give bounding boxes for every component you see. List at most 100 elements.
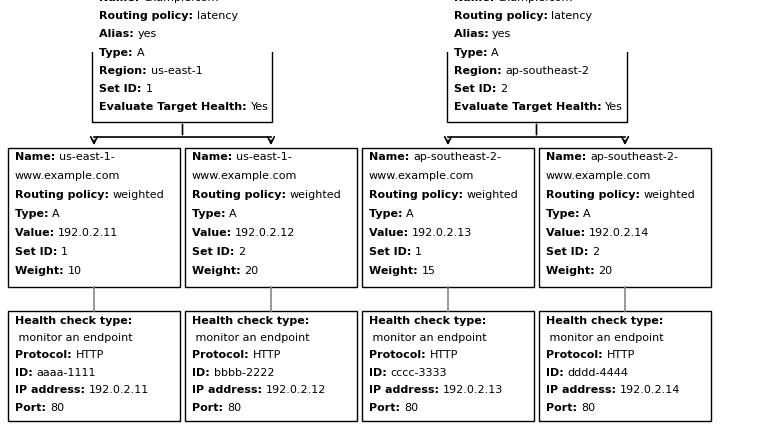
Text: 192.0.2.14: 192.0.2.14 bbox=[620, 385, 680, 395]
Text: A: A bbox=[491, 48, 499, 57]
Text: HTTP: HTTP bbox=[606, 351, 635, 360]
Text: Weight:: Weight: bbox=[546, 266, 599, 276]
Text: Health check type:: Health check type: bbox=[15, 316, 136, 326]
Text: Yes: Yes bbox=[605, 102, 623, 112]
Text: Set ID:: Set ID: bbox=[369, 247, 415, 257]
Text: Type:: Type: bbox=[369, 209, 406, 220]
Text: bbbb-2222: bbbb-2222 bbox=[214, 368, 274, 378]
Text: A: A bbox=[137, 48, 145, 57]
Text: HTTP: HTTP bbox=[76, 351, 104, 360]
Text: 192.0.2.14: 192.0.2.14 bbox=[589, 229, 650, 238]
Text: yes: yes bbox=[138, 29, 158, 39]
Text: weighted: weighted bbox=[644, 190, 696, 200]
Text: Port:: Port: bbox=[15, 403, 50, 413]
Text: Routing policy:: Routing policy: bbox=[15, 190, 113, 200]
Bar bbox=[539, 311, 711, 421]
Text: www.example.com: www.example.com bbox=[369, 171, 475, 181]
Text: 20: 20 bbox=[599, 266, 612, 276]
Text: Value:: Value: bbox=[15, 229, 58, 238]
Text: Weight:: Weight: bbox=[15, 266, 67, 276]
Text: 192.0.2.13: 192.0.2.13 bbox=[412, 229, 472, 238]
Text: IP address:: IP address: bbox=[192, 385, 266, 395]
Bar bbox=[8, 148, 180, 287]
Text: 1: 1 bbox=[415, 247, 422, 257]
Text: www.example.com: www.example.com bbox=[546, 171, 651, 181]
Text: weighted: weighted bbox=[290, 190, 342, 200]
Text: Type:: Type: bbox=[15, 209, 52, 220]
Text: 2: 2 bbox=[238, 247, 246, 257]
Text: Weight:: Weight: bbox=[192, 266, 245, 276]
Text: ID:: ID: bbox=[15, 368, 36, 378]
Text: Region:: Region: bbox=[99, 66, 151, 76]
Text: aaaa-1111: aaaa-1111 bbox=[36, 368, 96, 378]
Text: Protocol:: Protocol: bbox=[369, 351, 430, 360]
Text: Region:: Region: bbox=[453, 66, 505, 76]
Bar bbox=[185, 311, 357, 421]
Text: 15: 15 bbox=[421, 266, 436, 276]
Text: Type:: Type: bbox=[453, 48, 491, 57]
Bar bbox=[362, 148, 534, 287]
Text: 1: 1 bbox=[61, 247, 68, 257]
Text: Set ID:: Set ID: bbox=[15, 247, 61, 257]
Text: Routing policy:: Routing policy: bbox=[99, 11, 197, 21]
Text: ap-southeast-2-: ap-southeast-2- bbox=[413, 152, 501, 162]
Text: Health check type:: Health check type: bbox=[192, 316, 313, 326]
Bar bbox=[8, 311, 180, 421]
Text: Value:: Value: bbox=[192, 229, 235, 238]
Text: weighted: weighted bbox=[113, 190, 164, 200]
Text: Health check type:: Health check type: bbox=[369, 316, 490, 326]
Text: A: A bbox=[406, 209, 414, 220]
Text: Protocol:: Protocol: bbox=[15, 351, 76, 360]
Bar bbox=[362, 311, 534, 421]
Text: Health check type:: Health check type: bbox=[546, 316, 667, 326]
Text: HTTP: HTTP bbox=[430, 351, 458, 360]
Text: 192.0.2.11: 192.0.2.11 bbox=[58, 229, 118, 238]
Text: IP address:: IP address: bbox=[15, 385, 89, 395]
Text: 20: 20 bbox=[245, 266, 258, 276]
Text: monitor an endpoint: monitor an endpoint bbox=[15, 333, 133, 343]
Text: ap-southeast-2: ap-southeast-2 bbox=[505, 66, 589, 76]
Text: Value:: Value: bbox=[369, 229, 412, 238]
Text: Name:: Name: bbox=[99, 0, 143, 3]
Text: example.com: example.com bbox=[143, 0, 219, 3]
Text: 192.0.2.13: 192.0.2.13 bbox=[443, 385, 503, 395]
Text: Yes: Yes bbox=[251, 102, 269, 112]
Text: IP address:: IP address: bbox=[546, 385, 620, 395]
Text: ID:: ID: bbox=[369, 368, 390, 378]
Text: Name:: Name: bbox=[369, 152, 413, 162]
Text: IP address:: IP address: bbox=[369, 385, 443, 395]
Text: Port:: Port: bbox=[192, 403, 227, 413]
Text: ID:: ID: bbox=[192, 368, 214, 378]
Text: Alias:: Alias: bbox=[99, 29, 138, 39]
Text: Protocol:: Protocol: bbox=[192, 351, 252, 360]
Text: Weight:: Weight: bbox=[369, 266, 421, 276]
Text: monitor an endpoint: monitor an endpoint bbox=[369, 333, 487, 343]
Text: Name:: Name: bbox=[15, 152, 59, 162]
Text: example.com: example.com bbox=[497, 0, 573, 3]
Text: Value:: Value: bbox=[546, 229, 589, 238]
Text: latency: latency bbox=[551, 11, 593, 21]
Text: 80: 80 bbox=[581, 403, 595, 413]
Text: Name:: Name: bbox=[546, 152, 590, 162]
Text: 10: 10 bbox=[67, 266, 82, 276]
Text: Set ID:: Set ID: bbox=[99, 84, 146, 94]
Text: cccc-3333: cccc-3333 bbox=[390, 368, 447, 378]
Text: us-east-1-: us-east-1- bbox=[236, 152, 292, 162]
Text: Routing policy:: Routing policy: bbox=[192, 190, 290, 200]
Text: A: A bbox=[584, 209, 591, 220]
Text: ID:: ID: bbox=[546, 368, 568, 378]
Text: 80: 80 bbox=[404, 403, 418, 413]
Text: Evaluate Target Health:: Evaluate Target Health: bbox=[453, 102, 605, 112]
Text: us-east-1: us-east-1 bbox=[151, 66, 202, 76]
Text: Name:: Name: bbox=[192, 152, 236, 162]
Text: Type:: Type: bbox=[99, 48, 137, 57]
Text: Type:: Type: bbox=[546, 209, 584, 220]
Text: monitor an endpoint: monitor an endpoint bbox=[546, 333, 663, 343]
Text: Port:: Port: bbox=[546, 403, 581, 413]
Text: Type:: Type: bbox=[192, 209, 230, 220]
Text: monitor an endpoint: monitor an endpoint bbox=[192, 333, 309, 343]
Text: Evaluate Target Health:: Evaluate Target Health: bbox=[99, 102, 251, 112]
Text: 80: 80 bbox=[227, 403, 241, 413]
Text: 1: 1 bbox=[146, 84, 153, 94]
Text: 2: 2 bbox=[500, 84, 507, 94]
